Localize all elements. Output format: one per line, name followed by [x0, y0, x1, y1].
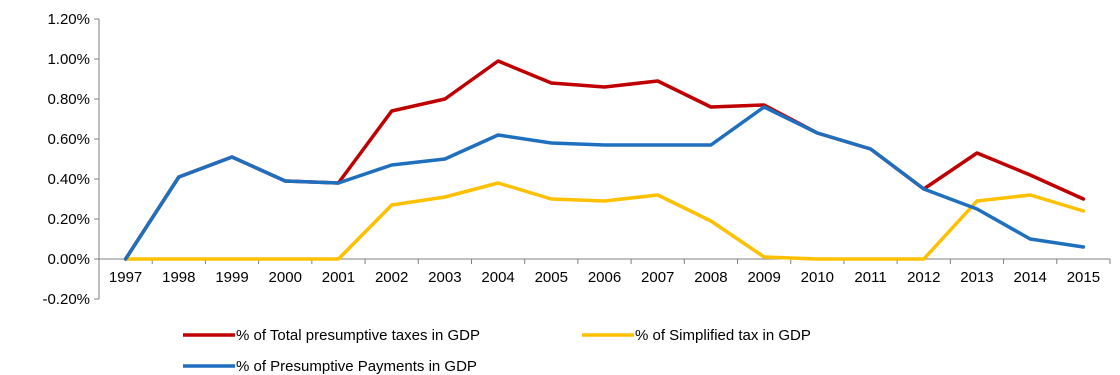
series-line-1	[123, 59, 1086, 261]
legend-label: % of Simplified tax in GDP	[635, 327, 811, 344]
x-tick-label: 2007	[641, 269, 674, 286]
x-axis-ticks: 1997 1998 1999 2000 2001 2002 2003 2004 2005 2006…	[98, 259, 1111, 286]
x-tick-label: 2003	[428, 269, 461, 286]
x-tick-label: 2006	[588, 269, 621, 286]
y-tick-label: 0.40%	[47, 171, 90, 188]
x-tick-label: 1997	[109, 269, 142, 286]
y-tick-label: 0.80%	[47, 91, 90, 108]
x-tick-label: 2011	[854, 269, 886, 286]
x-tick-label: 2005	[535, 269, 568, 286]
y-tick-label: 0.20%	[47, 211, 90, 228]
y-tick-label: 1.20%	[47, 11, 90, 28]
x-tick-label: 2004	[481, 269, 514, 286]
x-tick-label: 2010	[801, 269, 834, 286]
x-tick-label: 2014	[1013, 269, 1046, 286]
y-tick-label: -0.20%	[42, 291, 90, 308]
legend: % of Total presumptive taxes in GDP % of …	[183, 327, 811, 375]
x-tick-label: 1998	[162, 269, 195, 286]
x-tick-label: 1999	[215, 269, 248, 286]
series-line-2	[123, 181, 1086, 261]
y-axis-ticks: -0.20% 0.00% 0.20% 0.40% 0.60% 0.80% 1.00% 1.20…	[42, 11, 99, 308]
x-tick-label: 2009	[747, 269, 780, 286]
x-tick-label: 2001	[322, 269, 355, 286]
legend-label: % of Total presumptive taxes in GDP	[236, 327, 480, 344]
x-tick-label: 2015	[1067, 269, 1100, 286]
y-tick-label: 1.00%	[47, 51, 90, 68]
y-tick-label: 0.60%	[47, 131, 90, 148]
x-tick-label: 2008	[694, 269, 727, 286]
series-lines	[123, 59, 1086, 261]
x-tick-label: 2000	[269, 269, 302, 286]
x-tick-label: 2013	[960, 269, 993, 286]
y-tick-label: 0.00%	[47, 251, 90, 268]
series-line-3	[123, 105, 1086, 261]
legend-label: % of Presumptive Payments in GDP	[236, 358, 477, 375]
x-tick-label: 2012	[907, 269, 940, 286]
x-tick-label: 2002	[375, 269, 408, 286]
